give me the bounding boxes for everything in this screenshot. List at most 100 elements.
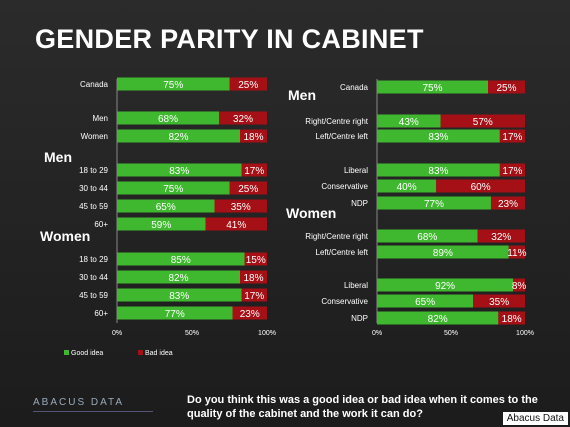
row-label: 18 to 29 — [79, 255, 108, 264]
good-value-label: 68% — [417, 232, 437, 243]
brand-divider — [33, 411, 153, 412]
good-bar — [117, 199, 215, 213]
bad-value-label: 41% — [226, 220, 246, 231]
bad-bar — [436, 179, 525, 193]
good-bar — [377, 294, 474, 308]
row-label: 45 to 59 — [79, 202, 108, 211]
bad-bar — [508, 245, 525, 259]
good-value-label: 82% — [168, 273, 188, 284]
legend-good-label: Good idea — [71, 350, 103, 357]
bad-value-label: 25% — [238, 184, 258, 195]
row-label: Conservative — [321, 182, 368, 191]
bad-bar — [499, 163, 525, 177]
bad-value-label: 23% — [240, 309, 260, 320]
bad-bar — [499, 129, 525, 143]
good-bar — [117, 129, 240, 143]
good-bar — [377, 311, 499, 325]
bad-value-label: 35% — [489, 297, 509, 308]
row-label: Men — [92, 114, 108, 123]
x-tick-label: 50% — [185, 330, 199, 337]
bad-value-label: 15% — [246, 255, 266, 266]
good-bar — [377, 114, 441, 128]
bad-bar — [229, 181, 267, 195]
good-bar — [117, 288, 242, 302]
good-bar — [377, 129, 500, 143]
bad-bar — [240, 270, 267, 284]
bad-bar — [205, 217, 267, 231]
bad-bar — [229, 77, 267, 91]
bad-bar — [214, 199, 267, 213]
good-bar — [117, 77, 230, 91]
bad-value-label: 17% — [502, 132, 522, 143]
bad-bar — [241, 163, 267, 177]
good-value-label: 82% — [168, 132, 188, 143]
bad-value-label: 18% — [502, 314, 522, 325]
good-value-label: 83% — [428, 132, 448, 143]
good-value-label: 89% — [433, 248, 453, 259]
good-value-label: 83% — [428, 166, 448, 177]
row-label: 60+ — [94, 220, 108, 229]
bad-value-label: 18% — [243, 132, 263, 143]
good-bar — [117, 270, 240, 284]
bad-value-label: 25% — [496, 83, 516, 94]
good-value-label: 59% — [151, 220, 171, 231]
row-label: Conservative — [321, 297, 368, 306]
row-label: Canada — [340, 83, 369, 92]
good-bar — [377, 229, 478, 243]
bad-bar — [241, 288, 267, 302]
good-value-label: 40% — [397, 182, 417, 193]
good-value-label: 82% — [428, 314, 448, 325]
bad-value-label: 32% — [491, 232, 511, 243]
x-tick-label: 0% — [372, 330, 382, 337]
good-bar — [377, 245, 509, 259]
row-label: Women — [81, 132, 108, 141]
row-label: Liberal — [344, 166, 368, 175]
row-label: Left/Centre left — [316, 132, 369, 141]
good-value-label: 43% — [399, 117, 419, 128]
good-bar — [117, 111, 219, 125]
bad-value-label: 8% — [512, 281, 527, 292]
good-value-label: 83% — [169, 291, 189, 302]
good-bar — [117, 181, 230, 195]
group-header: Men — [288, 87, 316, 103]
good-bar — [377, 163, 500, 177]
bad-value-label: 25% — [238, 80, 258, 91]
bad-bar — [240, 129, 267, 143]
row-label: Canada — [80, 80, 109, 89]
legend-bad-label: Bad idea — [145, 350, 173, 357]
legend-good-swatch — [64, 350, 69, 355]
row-label: Liberal — [344, 281, 368, 290]
good-value-label: 65% — [156, 202, 176, 213]
survey-question: Do you think this was a good idea or bad… — [187, 394, 538, 420]
bad-bar — [244, 252, 267, 266]
bad-value-label: 17% — [502, 166, 522, 177]
row-label: 30 to 44 — [79, 273, 108, 282]
good-value-label: 75% — [422, 83, 442, 94]
bad-value-label: 32% — [233, 114, 253, 125]
chart-title: GENDER PARITY IN CABINET — [35, 24, 424, 54]
good-value-label: 85% — [171, 255, 191, 266]
good-bar — [377, 80, 488, 94]
x-tick-label: 50% — [444, 330, 458, 337]
bad-bar — [477, 229, 525, 243]
row-label: 18 to 29 — [79, 166, 108, 175]
row-label: 60+ — [94, 309, 108, 318]
bad-value-label: 17% — [244, 291, 264, 302]
bad-bar — [498, 311, 525, 325]
good-value-label: 68% — [158, 114, 178, 125]
x-tick-label: 0% — [112, 330, 122, 337]
x-tick-label: 100% — [258, 330, 276, 337]
good-value-label: 75% — [163, 80, 183, 91]
good-value-label: 75% — [163, 184, 183, 195]
row-label: Right/Centre right — [305, 117, 368, 126]
group-header: Men — [44, 149, 72, 165]
row-label: NDP — [351, 199, 368, 208]
good-value-label: 83% — [169, 166, 189, 177]
bad-value-label: 18% — [243, 273, 263, 284]
good-value-label: 92% — [435, 281, 455, 292]
bad-value-label: 57% — [473, 117, 493, 128]
bad-value-label: 17% — [244, 166, 264, 177]
bad-bar — [490, 196, 525, 210]
bad-value-label: 23% — [498, 199, 518, 210]
